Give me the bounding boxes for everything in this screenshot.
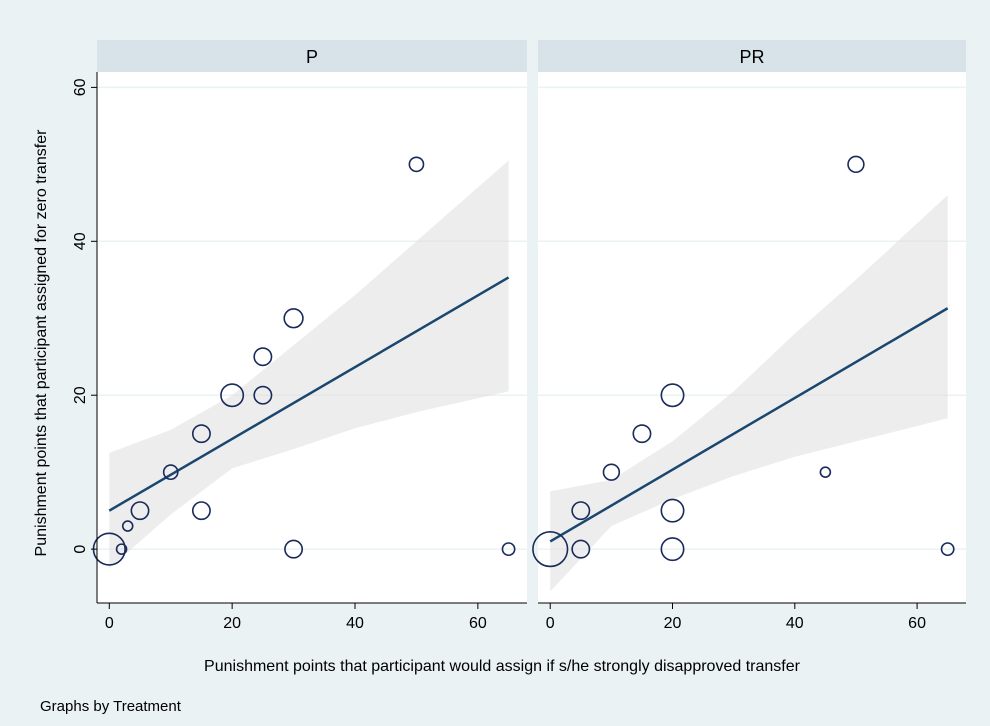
data-point [162, 464, 179, 481]
data-point [121, 520, 134, 532]
data-point [408, 156, 425, 173]
data-point [632, 424, 652, 444]
data-point [191, 424, 211, 444]
x-tick-label: 20 [664, 615, 682, 632]
data-point [847, 155, 865, 174]
panel-title: PR [739, 47, 764, 67]
data-point [253, 347, 273, 367]
fit-line [549, 307, 949, 543]
data-point [660, 498, 685, 523]
confidence-band [109, 160, 509, 569]
panel-header [538, 40, 966, 72]
x-axis-label: Punishment points that participant would… [204, 658, 801, 675]
x-tick-label: 60 [469, 615, 487, 632]
confidence-band [550, 195, 948, 592]
data-point [571, 501, 591, 521]
data-point [532, 531, 569, 568]
panel-pr: PR 0 20 40 60 [532, 40, 966, 632]
x-tick-label: 0 [546, 615, 555, 632]
panel-header [97, 40, 527, 72]
y-tick-label: 60 [72, 78, 89, 96]
data-point [284, 539, 304, 559]
data-point [191, 501, 211, 521]
data-point [501, 542, 516, 557]
data-point [660, 537, 685, 562]
data-point [115, 543, 128, 555]
fit-line [108, 276, 510, 512]
panel-p: P 0 20 40 60 0 20 40 60 [72, 40, 527, 632]
data-point [602, 463, 621, 481]
data-point [571, 539, 591, 559]
panels: P 0 20 40 60 0 20 40 60 PR 0 20 40 60 [72, 40, 966, 632]
y-tick-label: 20 [72, 386, 89, 404]
data-point [283, 308, 304, 329]
data-point [819, 466, 832, 478]
x-tick-label: 0 [105, 615, 114, 632]
data-point [253, 385, 273, 405]
data-point [660, 383, 685, 408]
data-point [130, 501, 150, 521]
x-tick-label: 20 [223, 615, 241, 632]
x-tick-label: 40 [786, 615, 804, 632]
y-axis-label: Punishment points that participant assig… [33, 129, 50, 557]
data-point [220, 383, 245, 408]
y-tick-label: 40 [72, 232, 89, 250]
y-tick-label: 0 [72, 545, 89, 554]
x-tick-label: 60 [908, 615, 926, 632]
panel-title: P [306, 47, 318, 67]
note-text: Graphs by Treatment [40, 698, 182, 715]
data-point [940, 542, 955, 557]
x-tick-label: 40 [346, 615, 364, 632]
